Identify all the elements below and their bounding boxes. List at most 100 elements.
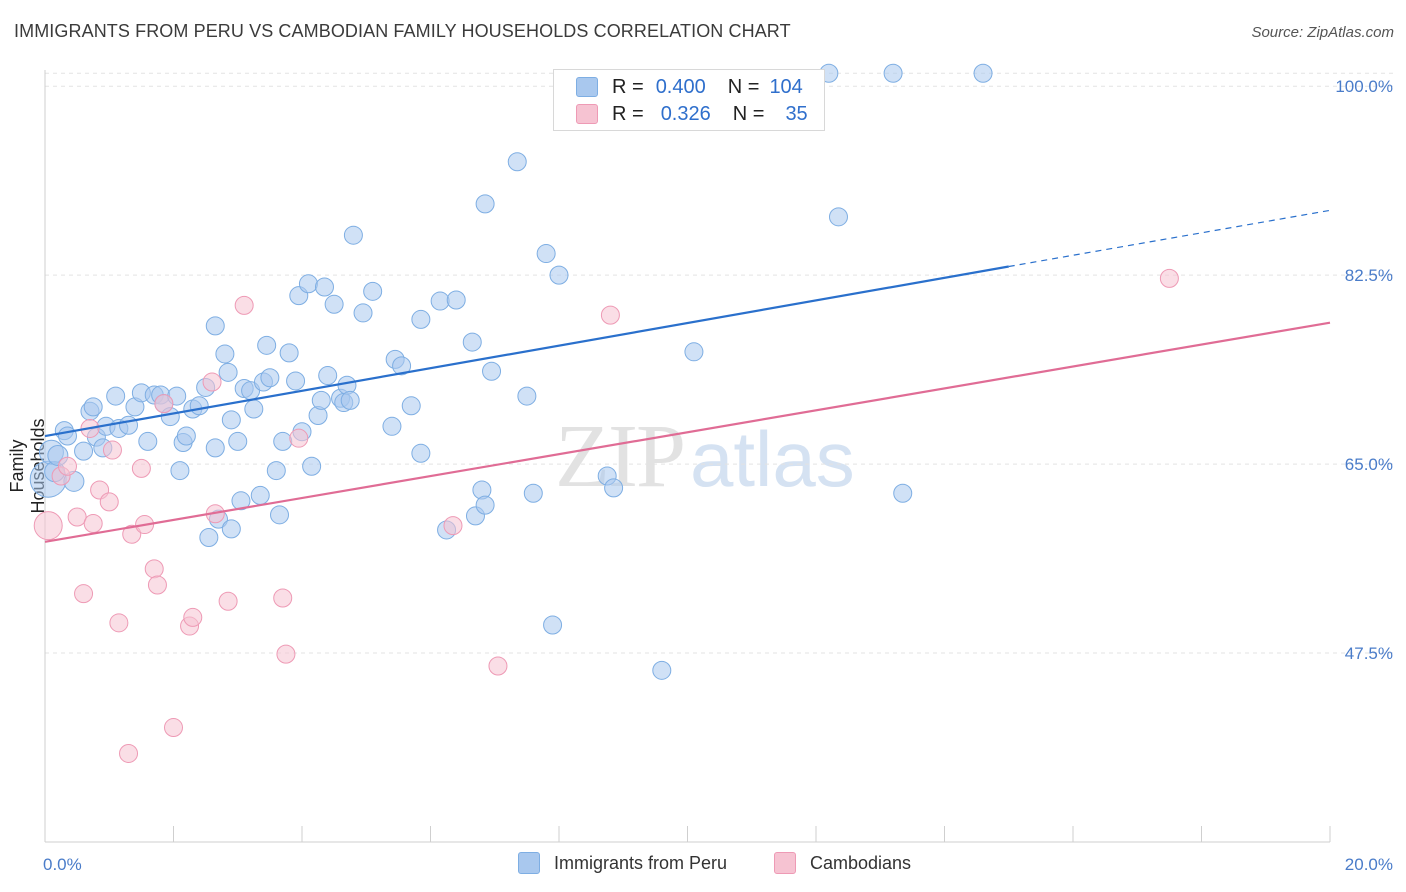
data-point-peru [83,397,103,417]
data-point-peru [883,63,903,83]
data-point-peru [401,396,421,416]
legend-n-value: 35 [785,102,808,125]
legend-label-cambodians: Cambodians [810,852,912,873]
data-point-cambodians [147,575,167,595]
data-point-peru [215,344,235,364]
data-point-peru [57,426,77,446]
data-point-peru [411,443,431,463]
data-point-cambodians [154,394,174,414]
data-point-peru [446,290,466,310]
data-point-cambodians [1159,268,1179,288]
trend-line-cambodians [44,321,1331,543]
data-point-cambodians [202,372,222,392]
data-point-peru [286,371,306,391]
legend-r-value: 0.400 [655,75,706,98]
data-point-peru [314,277,334,297]
data-point-peru [684,342,704,362]
data-point-peru [138,431,158,451]
legend-row-peru: R = 0.400 N = 104 [576,74,803,100]
tick-labels: 47.5% 65.0% 82.5% 100.0% 0.0% 20.0% [43,77,1393,874]
trend-line-peru [44,265,1009,438]
watermark-atlas: atlas [690,415,855,503]
data-point-peru [106,386,126,406]
legend-label-peru: Immigrants from Peru [554,852,728,873]
legend-n-label: N = [727,75,760,98]
x-tick-label: 20.0% [1345,855,1393,874]
data-point-peru [411,309,431,329]
data-point-peru [176,426,196,446]
y-tick-label: 47.5% [1345,644,1393,663]
data-point-cambodians [119,743,139,763]
data-point-peru [482,361,502,381]
data-point-peru [250,485,270,505]
data-point-cambodians [122,524,142,544]
axes [44,70,1331,843]
data-point-cambodians [74,584,94,604]
data-point-peru [363,281,383,301]
data-point-peru [257,335,277,355]
x-tick-label: 0.0% [43,855,82,874]
data-point-peru [604,478,624,498]
data-point-peru [392,356,412,376]
data-point-peru [353,303,373,323]
data-point-peru [119,415,139,435]
data-point-peru [536,244,556,264]
data-point-cambodians [183,607,203,627]
data-point-peru [430,291,450,311]
data-point-peru [517,386,537,406]
data-point-peru [189,396,209,416]
data-point-peru [652,660,672,680]
data-point-peru [311,390,331,410]
data-point-cambodians [57,456,77,476]
legend-n-value: 104 [769,75,803,98]
source-label: Source: ZipAtlas.com [1251,24,1394,41]
legend-row-cambodians: R = 0.326 N = 35 [576,101,808,127]
legend-n-label: N = [732,102,765,125]
data-point-peru [340,390,360,410]
legend-r-label: R = [612,75,644,98]
y-tick-label: 65.0% [1345,455,1393,474]
trend-lines [44,209,1331,543]
data-point-peru [549,265,569,285]
gridlines [45,72,1393,654]
legend-item-cambodians: Cambodians [774,852,911,874]
legend-swatch-peru [518,852,540,874]
trend-line-peru-extension [1008,209,1331,268]
data-point-cambodians [67,507,87,527]
data-point-peru [382,416,402,436]
data-point-peru [543,615,563,635]
legend-r-value: 0.326 [660,102,711,125]
correlation-legend: R = 0.400 N = 104 R = 0.326 N = 35 [553,69,825,131]
data-point-peru [205,438,225,458]
data-point-peru [523,483,543,503]
data-point-peru [318,366,338,386]
data-point-cambodians [443,516,463,536]
data-point-peru [302,456,322,476]
data-point-peru [324,294,344,314]
data-point-peru [343,225,363,245]
data-point-peru [973,63,993,83]
data-point-cambodians [33,511,63,541]
data-point-cambodians [83,513,103,533]
data-point-cambodians [131,458,151,478]
legend-item-peru: Immigrants from Peru [518,852,727,874]
legend-swatch-peru [576,77,598,97]
data-point-cambodians [109,613,129,633]
series-peru-points [29,63,993,680]
data-point-cambodians [218,591,238,611]
data-point-peru [828,207,848,227]
data-point-peru [260,368,280,388]
data-point-cambodians [600,305,620,325]
data-point-peru [74,441,94,461]
legend-r-label: R = [612,102,644,125]
legend-swatch-cambodians [774,852,796,874]
data-point-peru [507,152,527,172]
data-point-peru [273,431,293,451]
data-point-cambodians [276,644,296,664]
series-legend: Immigrants from Peru Cambodians [0,852,1406,878]
data-point-peru [893,483,913,503]
y-tick-label: 82.5% [1345,266,1393,285]
data-point-peru [244,399,264,419]
data-point-cambodians [234,295,254,315]
